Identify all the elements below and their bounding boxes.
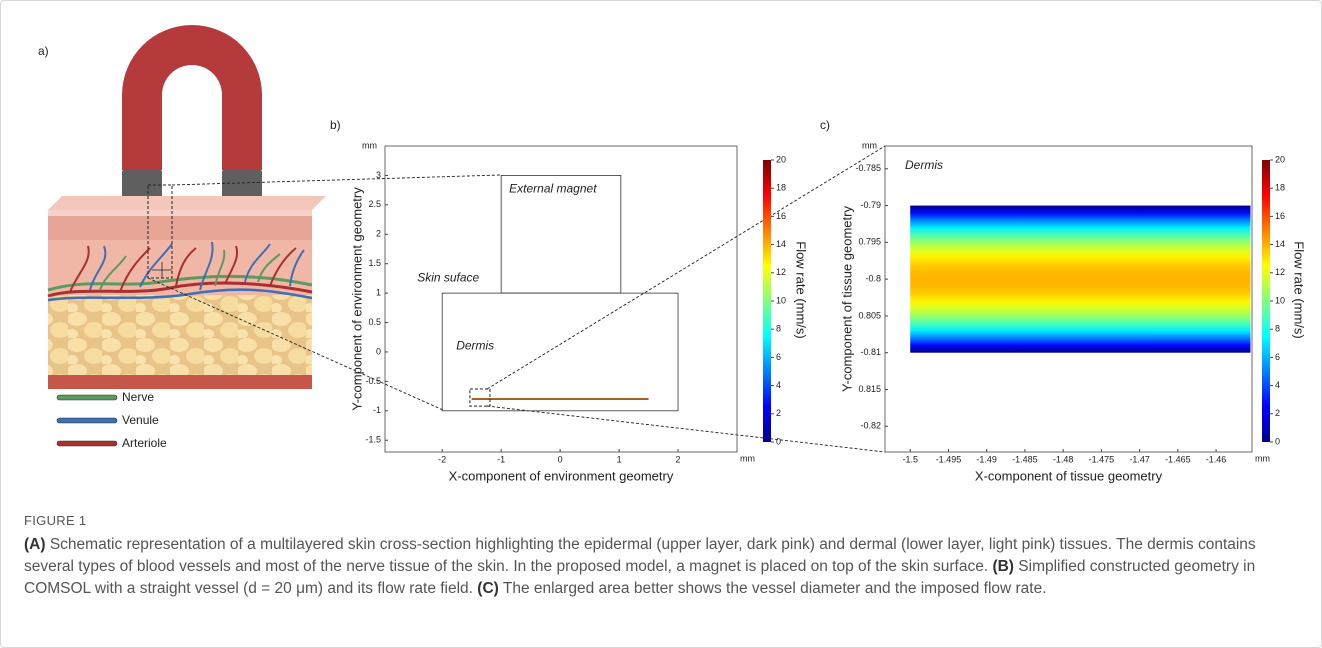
legend-swatch <box>56 394 118 401</box>
y-tick-label: -0.82 <box>860 421 881 431</box>
plot: Dermis -1.5 -1.495 -1.49 -1.485 -1.48 -1.475 -1… <box>839 140 1306 483</box>
geometry-shape <box>441 292 679 412</box>
colorbar-tick-label: 18 <box>776 183 786 193</box>
colorbar <box>1262 160 1270 442</box>
axis-unit: mm <box>740 453 755 463</box>
connectors <box>147 145 886 453</box>
y-axis-label: Y-component of environment geometry <box>349 187 364 411</box>
y-tick-label: -1 <box>373 405 381 415</box>
caption-segment: Simplified constructed geometry in COMSO… <box>24 558 1256 597</box>
colorbar-tick-label: 6 <box>776 352 781 362</box>
y-tick-label: 0.5 <box>368 317 381 327</box>
colorbar-tick-label: 6 <box>1275 352 1280 362</box>
figure: a) b) c) External magnet Dermis Skin sufac… <box>38 25 1307 483</box>
colorbar-tick-label: 14 <box>1275 239 1285 249</box>
colorbar-tick-label: 12 <box>1275 267 1285 277</box>
panel-label: a) <box>38 44 49 58</box>
colorbar-tick-label: 10 <box>1275 295 1285 305</box>
axis-unit: mm <box>1255 453 1270 463</box>
x-tick-label: -2 <box>438 454 446 464</box>
y-tick-label: 0 <box>376 346 381 356</box>
colorbar-tick-label: 0 <box>776 436 781 446</box>
x-tick-label: -1 <box>497 454 505 464</box>
colorbar-tick-label: 20 <box>776 154 786 164</box>
colorbar-tick-label: 8 <box>776 324 781 334</box>
legend-label: Venule <box>122 413 159 427</box>
x-tick-label: -1.5 <box>902 454 918 464</box>
x-axis-label: X-component of tissue geometry <box>975 468 1163 483</box>
colorbar <box>763 160 771 442</box>
caption-segment: Schematic representation of a multilayer… <box>24 536 1256 575</box>
y-tick-label: -0.79 <box>860 200 881 210</box>
y-tick-label: 3 <box>376 170 381 180</box>
x-tick-label: -1.485 <box>1012 454 1038 464</box>
y-tick-label: -0.5 <box>365 376 381 386</box>
y-axis-label: Y-component of tissue geometry <box>839 206 854 392</box>
axis-unit: mm <box>862 140 877 150</box>
y-tick-label: 2 <box>376 229 381 239</box>
annotation: Skin suface <box>417 270 479 284</box>
colorbar-tick-label: 16 <box>1275 211 1285 221</box>
caption-ref: (B) <box>992 558 1014 575</box>
colorbar-tick-label: 14 <box>776 239 786 249</box>
y-tick-label: -1.5 <box>365 435 381 445</box>
zoom-box <box>469 388 491 407</box>
legend-label: Nerve <box>122 390 154 404</box>
caption: FIGURE 1 (A) Schematic representation of… <box>24 510 1299 600</box>
x-axis-label: X-component of environment geometry <box>449 468 674 483</box>
colorbar-tick-label: 8 <box>1275 324 1280 334</box>
caption-ref: (C) <box>477 580 499 597</box>
colorbar-tick-label: 10 <box>776 295 786 305</box>
x-tick-label: -1.46 <box>1206 454 1227 464</box>
x-tick-label: -1.48 <box>1053 454 1074 464</box>
legend-label: Arteriole <box>122 436 167 450</box>
x-tick-label: -1.495 <box>936 454 962 464</box>
caption-ref: (A) <box>24 536 46 553</box>
x-tick-label: -1.47 <box>1129 454 1150 464</box>
x-tick-label: -1.49 <box>976 454 997 464</box>
colorbar-tick-label: 2 <box>776 408 781 418</box>
colorbar-tick-label: 2 <box>1275 408 1280 418</box>
colorbar-tick-label: 12 <box>776 267 786 277</box>
y-tick-label: 0.815 <box>858 384 881 394</box>
colorbar-tick-label: 4 <box>776 380 781 390</box>
x-tick-label: 1 <box>617 454 622 464</box>
skin-schematic <box>47 25 326 389</box>
y-tick-label: 1 <box>376 287 381 297</box>
colorbar-tick-label: 18 <box>1275 183 1285 193</box>
panel-label: b) <box>330 118 341 132</box>
colorbar-tick-label: 20 <box>1275 154 1285 164</box>
y-tick-label: 0.805 <box>858 310 881 320</box>
colorbar-tick-label: 4 <box>1275 380 1280 390</box>
colorbar-tick-label: 0 <box>1275 436 1280 446</box>
axis-unit: mm <box>362 140 377 150</box>
y-tick-label: -0.8 <box>865 274 881 284</box>
x-tick-label: 0 <box>558 454 563 464</box>
legend-swatch <box>56 440 118 447</box>
panel-label: c) <box>820 118 830 132</box>
flow-field <box>910 205 1251 353</box>
colorbar-tick-label: 16 <box>776 211 786 221</box>
y-tick-label: -0.785 <box>855 163 881 173</box>
x-tick-label: -1.475 <box>1089 454 1115 464</box>
plot-frame <box>384 145 738 453</box>
y-tick-label: 1.5 <box>368 258 381 268</box>
y-tick-label: -0.81 <box>860 347 881 357</box>
colorbar-label: Flow rate (mm/s) <box>794 241 809 339</box>
y-tick-label: 2.5 <box>368 199 381 209</box>
plot-title: Dermis <box>905 158 943 172</box>
caption-text: (A) Schematic representation of a multil… <box>24 534 1299 600</box>
plot-frame <box>884 145 1253 453</box>
figure-label: FIGURE 1 <box>24 513 87 528</box>
caption-segment: The enlarged area better shows the vesse… <box>498 580 1047 597</box>
legend-swatch <box>56 417 118 424</box>
x-tick-label: 2 <box>676 454 681 464</box>
x-tick-label: -1.465 <box>1165 454 1191 464</box>
colorbar-label: Flow rate (mm/s) <box>1292 241 1307 339</box>
y-tick-label: 0.795 <box>858 237 881 247</box>
shape-label: Dermis <box>456 338 494 352</box>
shape-label: External magnet <box>509 182 597 196</box>
